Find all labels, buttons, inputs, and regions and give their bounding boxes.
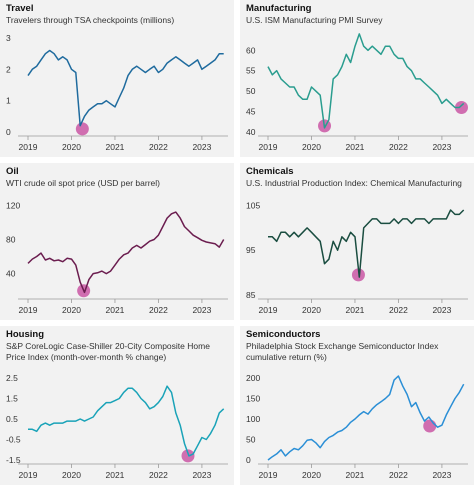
chart-panel-manufacturing: Manufacturing U.S. ISM Manufacturing PMI … — [240, 0, 474, 157]
y-tick-label: 40 — [246, 127, 256, 137]
series-line — [27, 49, 224, 127]
series-line — [268, 209, 465, 278]
x-tick-label: 2023 — [192, 470, 211, 480]
x-tick-label: 2022 — [149, 142, 168, 152]
x-tick-label: 2021 — [105, 470, 124, 480]
series-line — [28, 385, 225, 457]
y-tick-label: 45 — [246, 107, 256, 117]
y-tick-label: 100 — [246, 414, 260, 424]
x-tick-label: 2021 — [105, 305, 124, 315]
x-tick-label: 2022 — [389, 470, 408, 480]
chart-svg: 40 80 120 2019 2020 2021 2022 2023 — [6, 200, 228, 315]
y-tick-label: 80 — [6, 234, 16, 244]
x-tick-label: 2019 — [19, 305, 38, 315]
chart-panel-housing: Housing S&P CoreLogic Case-Shiller 20-Cit… — [0, 326, 234, 485]
chart-title: Travel — [6, 3, 34, 14]
x-tick-label: 2022 — [149, 305, 168, 315]
y-tick-label: 50 — [246, 86, 256, 96]
y-tick-label: 50 — [246, 435, 256, 445]
series-line — [27, 211, 225, 294]
series-line — [267, 375, 465, 461]
y-tick-label: 0 — [246, 455, 251, 465]
highlight-marker — [181, 449, 195, 463]
y-tick-label: -0.5 — [6, 435, 21, 445]
y-tick-label: 95 — [246, 245, 256, 255]
x-tick-label: 2021 — [345, 305, 364, 315]
y-tick-label: 0 — [6, 127, 11, 137]
x-tick-label: 2021 — [345, 142, 364, 152]
y-tick-label: 40 — [6, 269, 16, 279]
chart-title: Chemicals — [246, 166, 294, 177]
y-tick-label: 85 — [246, 290, 256, 300]
highlight-marker — [454, 100, 468, 114]
x-tick-label: 2019 — [259, 470, 278, 480]
y-tick-label: 1 — [6, 96, 11, 106]
chart-panel-travel: Travel Travelers through TSA checkpoints … — [0, 0, 234, 157]
y-tick-label: 200 — [246, 373, 260, 383]
x-tick-label: 2023 — [432, 305, 451, 315]
x-tick-label: 2019 — [259, 142, 278, 152]
chart-subtitle: WTI crude oil spot price (USD per barrel… — [6, 178, 160, 188]
y-tick-label: 0.5 — [6, 414, 18, 424]
x-tick-label: 2019 — [259, 305, 278, 315]
chart-subtitle: U.S. Industrial Production Index: Chemic… — [246, 178, 462, 188]
x-tick-label: 2022 — [389, 305, 408, 315]
x-tick-label: 2021 — [105, 142, 124, 152]
highlight-marker — [75, 122, 89, 136]
chart-svg: 85 95 105 2019 2020 2021 2022 2023 — [246, 200, 468, 315]
x-tick-label: 2020 — [302, 142, 321, 152]
y-tick-label: 1.5 — [6, 394, 18, 404]
chart-subtitle: S&P CoreLogic Case-Shiller 20-City Compo… — [6, 341, 210, 362]
x-tick-label: 2020 — [62, 470, 81, 480]
x-tick-label: 2020 — [62, 142, 81, 152]
x-tick-label: 2023 — [432, 470, 451, 480]
chart-title: Housing — [6, 329, 44, 340]
chart-panel-chemicals: Chemicals U.S. Industrial Production Inde… — [240, 163, 474, 320]
y-tick-label: 55 — [246, 66, 256, 76]
chart-subtitle: Philadelphia Stock Exchange Semiconducto… — [246, 341, 439, 362]
chart-svg: 0 1 2 3 2019 2020 2021 2022 2023 — [6, 33, 228, 152]
chart-title: Manufacturing — [246, 3, 312, 14]
x-tick-label: 2020 — [302, 470, 321, 480]
x-tick-label: 2019 — [19, 142, 38, 152]
y-tick-label: -1.5 — [6, 455, 21, 465]
chart-svg: 0 50 100 150 200 2019 2020 2021 2022 2023 — [246, 373, 468, 480]
x-tick-label: 2023 — [432, 142, 451, 152]
chart-subtitle: U.S. ISM Manufacturing PMI Survey — [246, 15, 383, 25]
chart-svg: 40 45 50 55 60 2019 2020 2021 2022 2023 — [246, 33, 468, 152]
y-tick-label: 60 — [246, 45, 256, 55]
y-tick-label: 2.5 — [6, 373, 18, 383]
chart-title: Oil — [6, 166, 19, 177]
y-tick-label: 150 — [246, 394, 260, 404]
x-tick-label: 2021 — [345, 470, 364, 480]
x-tick-label: 2022 — [389, 142, 408, 152]
chart-subtitle: Travelers through TSA checkpoints (milli… — [6, 15, 175, 25]
x-tick-label: 2023 — [192, 142, 211, 152]
x-tick-label: 2020 — [62, 305, 81, 315]
chart-panel-semiconductors: Semiconductors Philadelphia Stock Exchang… — [240, 326, 474, 485]
y-tick-label: 120 — [6, 200, 20, 210]
x-tick-label: 2020 — [302, 305, 321, 315]
y-tick-label: 105 — [246, 200, 260, 210]
x-tick-label: 2022 — [149, 470, 168, 480]
series-line — [267, 33, 465, 129]
y-tick-label: 3 — [6, 33, 11, 43]
y-tick-label: 2 — [6, 64, 11, 74]
x-tick-label: 2019 — [19, 470, 38, 480]
chart-svg: -1.5 -0.5 0.5 1.5 2.5 2019 2020 2021 2022 2023 — [6, 373, 228, 480]
x-tick-label: 2023 — [192, 305, 211, 315]
chart-title: Semiconductors — [246, 329, 321, 340]
chart-panel-oil: Oil WTI crude oil spot price (USD per bar… — [0, 163, 234, 320]
